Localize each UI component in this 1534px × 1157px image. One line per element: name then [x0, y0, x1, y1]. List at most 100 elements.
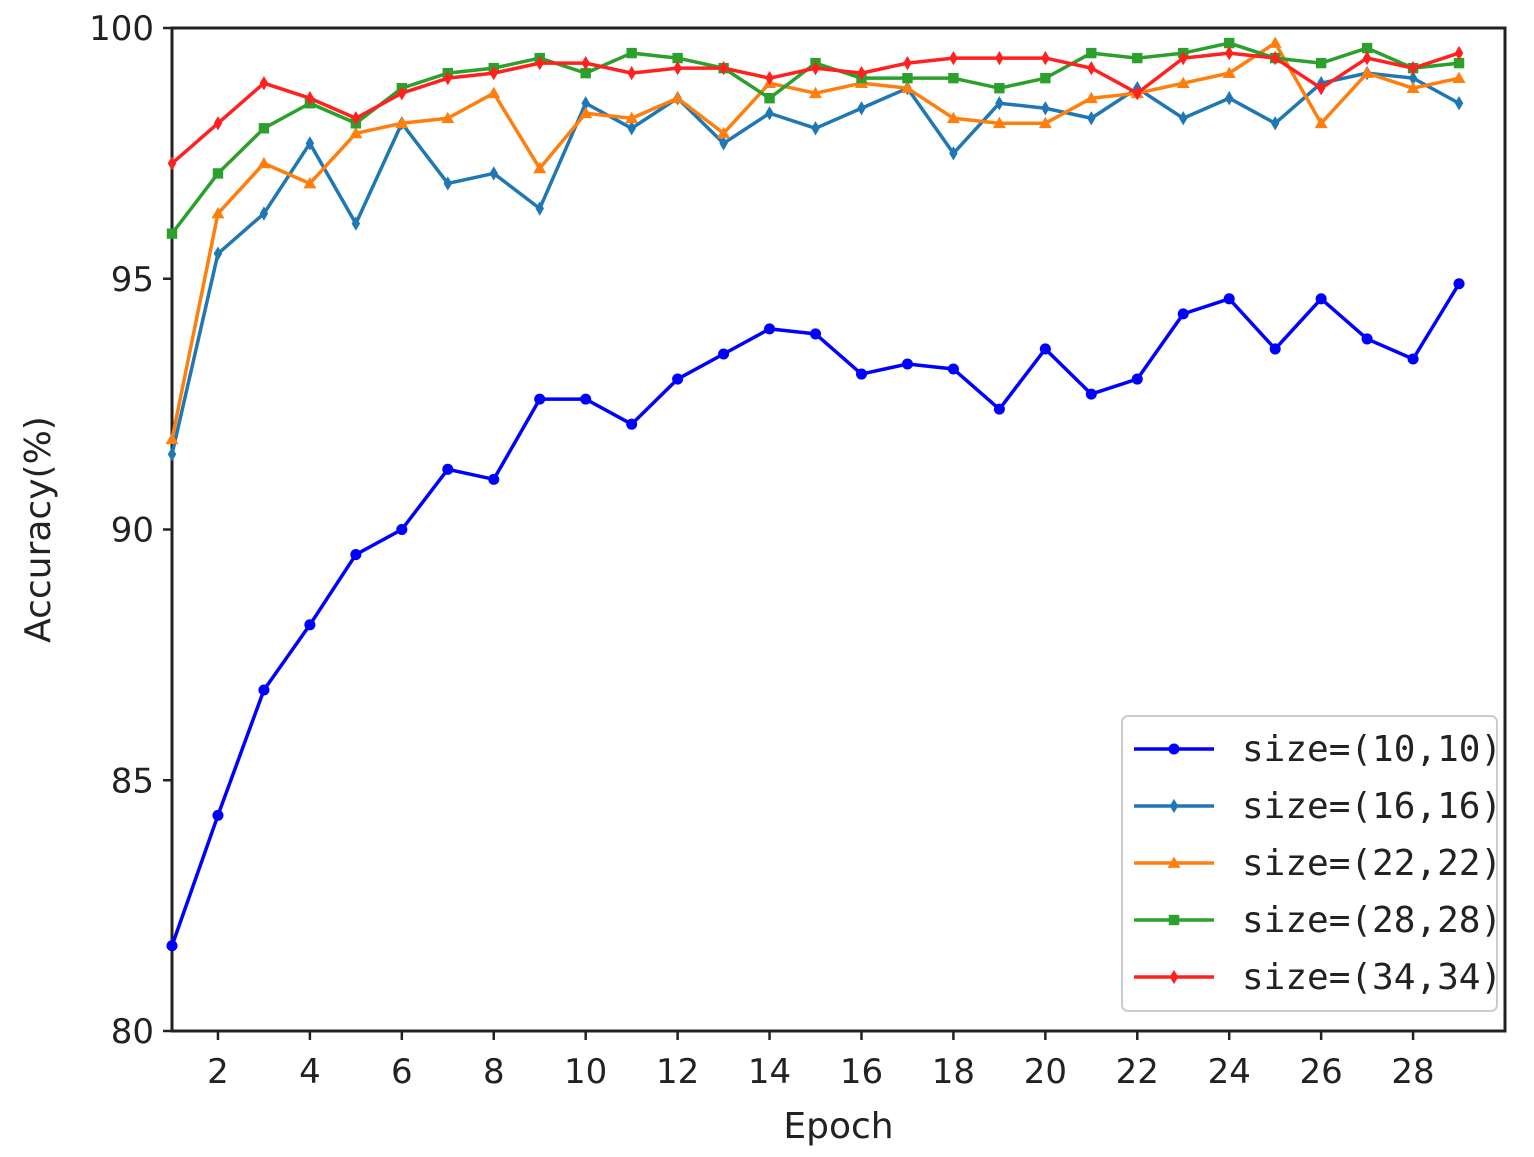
data-point — [717, 126, 731, 139]
legend-item: size=(28,28) — [1134, 900, 1502, 941]
data-point — [1361, 333, 1373, 345]
data-point — [1131, 373, 1143, 385]
y-axis-ticks: 80 85 90 95 100 — [89, 9, 172, 1052]
data-point — [719, 60, 728, 76]
legend: size=(10,10) size=(16,16) size=(22,22) size… — [1121, 715, 1502, 1012]
data-point — [580, 67, 591, 79]
legend-marker — [1169, 798, 1179, 814]
data-point — [212, 168, 224, 179]
data-point — [443, 71, 453, 86]
data-point — [672, 373, 684, 385]
data-point — [765, 106, 774, 121]
data-point — [673, 60, 682, 76]
x-axis-ticks: 2 4 6 8 10 12 14 16 18 20 22 24 26 28 — [207, 1031, 1435, 1092]
data-point — [489, 166, 498, 181]
data-point — [811, 60, 820, 76]
data-point — [305, 91, 315, 106]
data-point — [1269, 343, 1281, 355]
x-tick-label: 6 — [391, 1052, 413, 1092]
data-point — [350, 549, 362, 561]
data-point — [258, 123, 270, 134]
legend-item: size=(22,22) — [1134, 843, 1502, 884]
data-point — [259, 76, 269, 91]
data-point — [1222, 66, 1236, 79]
data-point — [993, 403, 1005, 415]
data-point — [1270, 116, 1280, 131]
series-3 — [165, 36, 1466, 445]
x-tick-label: 20 — [1024, 1052, 1067, 1092]
data-point — [671, 91, 685, 104]
x-tick-label: 18 — [932, 1052, 975, 1092]
x-tick-label: 8 — [483, 1052, 505, 1092]
data-point — [1408, 71, 1418, 86]
x-tick-label: 22 — [1116, 1052, 1159, 1092]
data-point — [1270, 50, 1280, 66]
data-point — [1454, 96, 1464, 111]
data-point — [946, 111, 960, 124]
data-point — [625, 111, 639, 124]
data-point — [1224, 45, 1234, 61]
legend-label: size=(10,10) — [1242, 729, 1502, 770]
data-point — [213, 116, 223, 131]
data-point — [165, 432, 179, 445]
data-point — [1223, 293, 1235, 305]
data-point — [1085, 388, 1097, 400]
legend-marker — [1168, 914, 1180, 926]
data-point — [1407, 353, 1419, 365]
data-point — [213, 246, 223, 261]
data-point — [212, 809, 224, 821]
legend-marker — [1167, 856, 1181, 868]
data-point — [1360, 66, 1374, 79]
data-point — [533, 161, 547, 174]
data-point — [855, 368, 868, 380]
data-point — [1132, 52, 1143, 64]
data-point — [1038, 116, 1052, 129]
data-point — [305, 136, 315, 151]
data-point — [857, 101, 866, 116]
data-point — [581, 55, 590, 71]
data-point — [1087, 111, 1096, 126]
data-point — [349, 126, 363, 139]
legend-label: size=(16,16) — [1242, 786, 1502, 827]
data-point — [211, 207, 225, 219]
data-point — [995, 50, 1004, 66]
data-point — [1452, 71, 1466, 84]
data-point — [992, 116, 1006, 129]
data-point — [902, 72, 913, 84]
data-point — [947, 363, 959, 375]
data-point — [1361, 42, 1373, 54]
legend-item: size=(34,34) — [1134, 957, 1502, 998]
data-point — [949, 146, 958, 161]
y-tick-label: 100 — [89, 9, 154, 49]
series-group — [165, 36, 1466, 952]
data-point — [579, 106, 593, 119]
legend-label: size=(28,28) — [1242, 900, 1502, 941]
data-point — [903, 55, 912, 71]
data-point — [489, 65, 498, 81]
data-point — [1179, 50, 1188, 66]
data-point — [1453, 278, 1465, 290]
data-point — [1315, 293, 1327, 305]
series-line — [170, 41, 1460, 440]
data-point — [351, 111, 361, 126]
data-point — [443, 176, 453, 191]
data-point — [1039, 343, 1051, 355]
data-point — [765, 71, 774, 86]
data-point — [166, 228, 178, 239]
x-tick-label: 2 — [207, 1052, 229, 1092]
data-point — [995, 96, 1004, 111]
data-point — [1268, 36, 1282, 48]
data-point — [397, 86, 407, 101]
data-point — [442, 463, 454, 475]
series-5 — [167, 45, 1464, 171]
data-point — [1084, 91, 1098, 104]
data-point — [259, 206, 269, 221]
data-point — [764, 93, 775, 104]
data-point — [487, 86, 501, 99]
data-point — [901, 358, 913, 370]
data-point — [1408, 60, 1418, 76]
data-point — [627, 65, 636, 81]
series-1 — [166, 278, 1465, 952]
legend-label: size=(34,34) — [1242, 957, 1502, 998]
data-point — [534, 393, 546, 405]
